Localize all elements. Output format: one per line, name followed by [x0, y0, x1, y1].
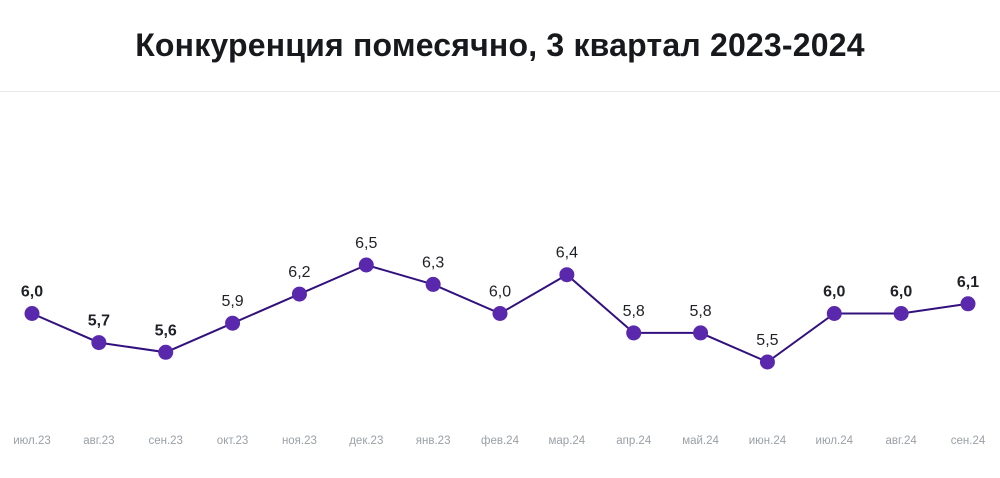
point-value-label: 5,7: [88, 313, 110, 330]
point-value-label: 5,8: [623, 303, 645, 320]
x-tick-label: фев.24: [481, 435, 520, 447]
point-value-label: 6,5: [355, 235, 377, 252]
data-point: [960, 296, 976, 312]
x-tick-label: июн.24: [749, 435, 787, 447]
point-value-label: 6,0: [823, 284, 845, 301]
point-value-label: 6,3: [422, 254, 444, 271]
point-value-label: 6,0: [489, 284, 511, 301]
data-point: [291, 286, 307, 302]
x-tick-label: авг.23: [83, 435, 114, 447]
data-point: [893, 306, 909, 321]
chart-title: Конкуренция помесячно, 3 квартал 2023-20…: [135, 27, 865, 63]
chart-header: Конкуренция помесячно, 3 квартал 2023-20…: [0, 0, 1000, 92]
data-point: [693, 325, 709, 341]
x-tick-label: сен.23: [148, 435, 182, 447]
x-tick-label: авг.24: [885, 435, 917, 447]
point-value-label: 6,1: [957, 274, 979, 291]
point-value-label: 5,9: [221, 293, 243, 310]
point-value-label: 6,2: [288, 264, 310, 281]
point-value-label: 5,5: [756, 332, 778, 349]
point-value-label: 6,4: [556, 245, 578, 262]
data-point: [358, 257, 374, 273]
data-point: [626, 325, 642, 341]
x-tick-label: янв.23: [416, 435, 451, 447]
point-value-label: 6,0: [21, 284, 43, 301]
data-point: [24, 306, 40, 321]
line-chart-canvas: 6,0 июл.23 5,7 авг.23 5,6 сен.23 5,9 окт.23 6,2 н…: [13, 235, 986, 447]
line-chart: 6,0 июл.23 5,7 авг.23 5,6 сен.23 5,9 окт.23 6,2 н…: [0, 92, 1000, 477]
x-tick-label: окт.23: [217, 435, 249, 447]
data-point: [158, 344, 174, 360]
x-tick-label: май.24: [682, 435, 719, 447]
x-tick-label: апр.24: [616, 435, 652, 447]
data-point: [91, 335, 107, 351]
x-tick-label: дек.23: [349, 435, 383, 447]
data-point: [826, 306, 842, 321]
data-point: [559, 267, 575, 283]
data-point: [225, 315, 241, 331]
data-point: [759, 354, 775, 370]
data-point: [425, 276, 441, 292]
x-tick-label: июл.24: [816, 435, 854, 447]
x-tick-label: сен.24: [951, 435, 986, 447]
point-value-label: 5,8: [689, 303, 711, 320]
point-value-label: 5,6: [155, 322, 177, 339]
x-tick-label: июл.23: [13, 435, 51, 447]
x-tick-label: ноя.23: [282, 435, 317, 447]
point-value-label: 6,0: [890, 284, 912, 301]
x-tick-label: мар.24: [549, 435, 586, 447]
data-point: [492, 306, 508, 321]
